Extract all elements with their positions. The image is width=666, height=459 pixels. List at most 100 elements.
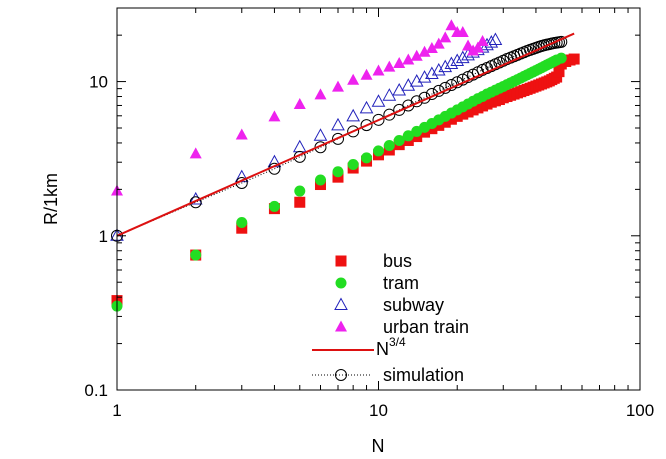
- data-point: [484, 35, 499, 48]
- data-point: [313, 128, 328, 141]
- data-point: [439, 31, 452, 43]
- legend-entry: simulation: [312, 365, 464, 385]
- legend-swatch: [335, 320, 347, 332]
- data-point: [268, 200, 280, 212]
- data-point: [471, 41, 484, 53]
- data-point: [555, 52, 567, 64]
- data-point: [294, 185, 306, 197]
- y-axis-label: R/1km: [41, 173, 61, 225]
- legend-label: tram: [383, 273, 419, 293]
- legend-swatch: [335, 369, 347, 381]
- legend-swatch: [335, 255, 347, 267]
- data-point: [410, 49, 423, 61]
- legend-label: bus: [383, 251, 412, 271]
- data-point: [360, 119, 373, 132]
- data-point: [236, 216, 248, 228]
- series-bus: [111, 53, 580, 307]
- data-point: [444, 56, 459, 70]
- series-n-3-4-: [116, 32, 575, 237]
- data-point: [456, 26, 469, 38]
- data-point: [462, 39, 475, 51]
- data-point: [431, 62, 446, 76]
- data-point: [392, 82, 407, 96]
- data-point: [402, 130, 414, 142]
- data-point: [445, 19, 458, 31]
- legend-entry: urban train: [335, 317, 469, 337]
- data-point: [331, 80, 344, 92]
- y-tick-label: 1: [99, 227, 108, 246]
- legend-label: simulation: [383, 365, 464, 385]
- data-point: [438, 59, 453, 73]
- data-point: [568, 53, 580, 65]
- data-point: [359, 100, 374, 114]
- data-point: [346, 108, 361, 122]
- data-point: [553, 66, 565, 78]
- legend-label: urban train: [383, 317, 469, 337]
- legend-entry: bus: [335, 251, 412, 271]
- data-point: [383, 108, 396, 121]
- data-point: [417, 70, 432, 83]
- data-point: [332, 166, 344, 178]
- legend-entry: subway: [334, 295, 444, 315]
- data-point: [314, 88, 327, 100]
- data-point: [450, 53, 465, 66]
- data-point: [294, 196, 306, 208]
- data-point: [476, 34, 489, 46]
- data-point: [373, 145, 384, 157]
- data-point: [402, 53, 415, 65]
- data-point: [189, 196, 202, 209]
- data-point: [467, 44, 480, 56]
- data-point: [314, 174, 326, 186]
- data-point: [293, 98, 306, 110]
- data-point: [331, 117, 345, 131]
- legend-label: subway: [383, 295, 444, 315]
- data-point: [347, 73, 360, 85]
- data-point: [190, 249, 202, 261]
- data-point: [393, 134, 405, 146]
- x-axis-label: N: [372, 436, 385, 456]
- data-point: [439, 116, 451, 128]
- data-point: [347, 125, 360, 138]
- data-point: [445, 113, 457, 125]
- series-subway: [110, 32, 503, 241]
- data-point: [432, 37, 445, 49]
- data-point: [268, 110, 281, 122]
- x-tick-label: 1: [112, 401, 121, 420]
- data-point: [235, 128, 248, 140]
- data-point: [382, 88, 397, 101]
- data-point: [371, 94, 386, 107]
- data-point: [361, 152, 373, 164]
- data-point: [488, 32, 503, 46]
- legend-entry: tram: [335, 273, 419, 293]
- data-point: [347, 158, 359, 170]
- data-point: [455, 50, 470, 64]
- legend-label: N3/4: [376, 335, 406, 359]
- data-point: [425, 41, 438, 53]
- data-point: [292, 139, 307, 153]
- data-point: [360, 68, 373, 80]
- series-urban-train: [111, 19, 489, 196]
- data-point: [393, 56, 406, 68]
- data-point: [331, 132, 344, 145]
- data-point: [425, 66, 439, 79]
- data-point: [188, 191, 203, 205]
- data-point: [451, 110, 463, 122]
- data-point: [433, 119, 445, 131]
- data-point: [372, 113, 385, 126]
- data-point: [409, 74, 424, 87]
- x-tick-label: 100: [626, 401, 654, 420]
- legend-entry: N3/4: [312, 335, 406, 359]
- data-point: [372, 64, 385, 76]
- data-point: [418, 45, 431, 57]
- y-tick-label: 10: [89, 73, 108, 92]
- legend-swatch: [334, 297, 348, 310]
- data-layer: [110, 19, 580, 312]
- data-point: [189, 147, 202, 159]
- y-tick-label: 0.1: [84, 381, 108, 400]
- data-point: [383, 60, 396, 72]
- data-point: [401, 78, 416, 91]
- data-point: [383, 140, 395, 152]
